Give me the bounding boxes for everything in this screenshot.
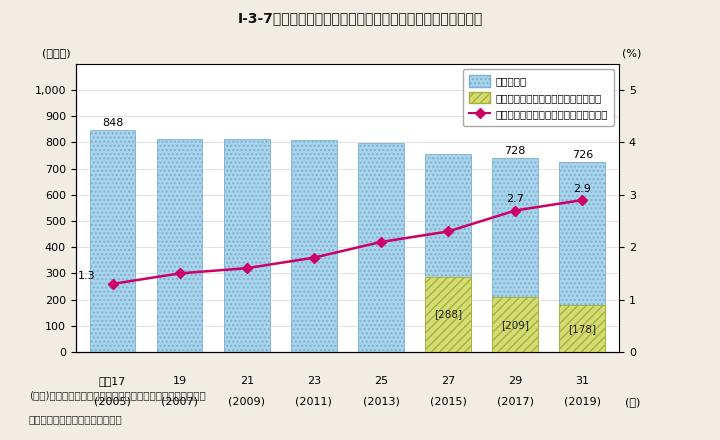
Text: (2015): (2015) [430, 397, 467, 407]
Text: 726: 726 [572, 150, 593, 160]
Bar [426, 277, 471, 352]
Bar [291, 140, 337, 352]
Text: (%): (%) [622, 48, 642, 58]
Text: 21: 21 [240, 377, 253, 386]
Text: (2011): (2011) [295, 397, 333, 407]
Text: 23: 23 [307, 377, 321, 386]
Bar [224, 139, 269, 352]
Text: (2005): (2005) [94, 397, 131, 407]
Text: [178]: [178] [568, 324, 596, 334]
Text: (本部数): (本部数) [42, 48, 70, 58]
Text: 728: 728 [505, 146, 526, 156]
Text: (2009): (2009) [228, 397, 265, 407]
Text: 31: 31 [575, 377, 589, 386]
Text: 25: 25 [374, 377, 388, 386]
Bar [492, 297, 538, 352]
Text: [288]: [288] [434, 309, 462, 319]
Text: 2.9: 2.9 [573, 184, 591, 194]
Text: I-3-7図　消防本部数及び消防吏員に占める女性の割合の推移: I-3-7図 消防本部数及び消防吏員に占める女性の割合の推移 [238, 12, 482, 26]
Bar [358, 143, 404, 352]
Bar [90, 130, 135, 352]
Text: [209]: [209] [501, 319, 529, 330]
Bar [426, 154, 471, 352]
Text: (年): (年) [625, 397, 640, 407]
Text: (2019): (2019) [564, 397, 600, 407]
Bar [559, 162, 605, 352]
Text: 2.7: 2.7 [506, 194, 524, 204]
Text: (2013): (2013) [362, 397, 400, 407]
Text: ２．各年４月１日現在。: ２．各年４月１日現在。 [29, 414, 122, 425]
Text: 27: 27 [441, 377, 455, 386]
Bar [157, 139, 202, 352]
Text: 1.3: 1.3 [78, 271, 96, 281]
Text: (2017): (2017) [497, 397, 534, 407]
Bar [559, 305, 605, 352]
Text: 平成17: 平成17 [99, 377, 126, 386]
Bar [492, 158, 538, 352]
Text: 29: 29 [508, 377, 522, 386]
Text: (備考)１．消防庁「消防防災・震災対策現況調査」より作成。: (備考)１．消防庁「消防防災・震災対策現況調査」より作成。 [29, 390, 205, 400]
Text: 19: 19 [173, 377, 186, 386]
Legend: 消防本部数, うち女性消防吏員がいない消防本部数, 消防吏員に占める女性の割合（右目盛）: 消防本部数, うち女性消防吏員がいない消防本部数, 消防吏員に占める女性の割合（… [463, 69, 614, 126]
Text: (2007): (2007) [161, 397, 198, 407]
Text: 848: 848 [102, 118, 123, 128]
